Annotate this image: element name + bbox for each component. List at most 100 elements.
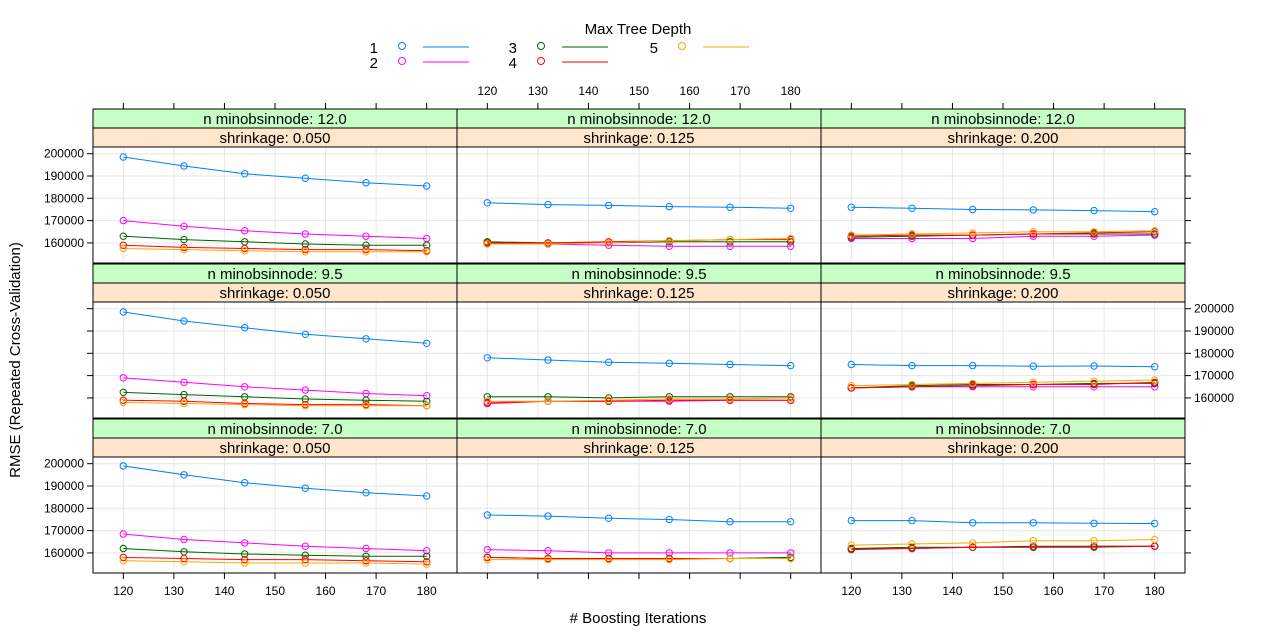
y-tick-label: 200000 [44,147,84,161]
series-line [851,230,1155,236]
series-line [487,396,791,399]
data-point [301,248,310,256]
x-tick-label: 130 [164,584,184,598]
data-point [969,382,977,390]
data-point [1151,230,1159,238]
data-point [665,555,674,564]
y-tick-label: 160000 [1194,391,1234,405]
data-point [483,545,491,554]
data-point [423,402,431,410]
legend-label: 1 [370,40,378,57]
data-point [180,162,188,170]
data-point [1029,383,1038,391]
legend-label: 4 [509,55,517,72]
legend-entry: 3 [509,40,608,57]
data-point [787,517,795,526]
data-point [665,515,674,524]
series-line [851,545,1155,551]
data-point [847,203,855,211]
series-line [487,357,791,367]
legend-marker [398,57,406,65]
legend-label: 2 [370,55,378,72]
series-line [123,465,427,497]
series-line [851,206,1155,213]
data-point [787,554,795,563]
data-point [969,519,977,527]
data-point [301,559,310,567]
data-point [605,239,613,247]
series-line [851,379,1155,387]
series-line [487,397,791,402]
strip-label-shrinkage: shrinkage: 0.200 [948,440,1059,457]
strip-label-minobsinnode: n minobsinnode: 7.0 [571,421,706,438]
series-line [123,311,427,344]
data-point [847,382,855,390]
data-point [119,241,127,249]
data-point [726,393,734,401]
data-point [1029,537,1038,545]
series-line [123,548,427,557]
plot-area [456,301,822,419]
data-point [362,559,370,567]
x-tick-label: 150 [993,584,1013,598]
data-point [301,230,310,238]
data-point [544,200,552,209]
strip-label-minobsinnode: n minobsinnode: 9.5 [207,266,342,283]
data-point [483,199,491,207]
data-point [787,238,795,246]
data-point [241,479,249,487]
data-point [180,222,188,230]
data-point [787,549,795,557]
y-tick-label: 160000 [44,546,84,560]
data-point [544,555,552,564]
data-point [362,489,370,497]
plot-area [456,456,822,574]
data-point [423,182,431,190]
data-point [119,153,127,161]
panels: n minobsinnode: 12.0 shrinkage: 0.050 n mi… [92,108,1186,574]
data-point [1151,207,1159,216]
data-point [180,471,188,479]
strip-label-shrinkage: shrinkage: 0.125 [584,440,695,457]
legend-marker [537,57,545,65]
data-point [301,555,310,564]
data-point [362,402,370,410]
data-point [665,242,674,251]
data-point [969,539,977,547]
data-point [241,170,249,178]
data-point [665,395,674,403]
data-point [847,545,855,554]
data-point [119,553,127,562]
strip-label-shrinkage: shrinkage: 0.050 [220,440,331,457]
y-axis-label: RMSE (Repeated Cross-Validation) [7,242,24,478]
x-tick-label: 180 [417,584,437,598]
data-point [605,201,613,210]
data-point [362,232,370,240]
data-point [969,229,977,237]
data-point [180,243,188,252]
series-line [123,391,427,402]
x-tick-label: 150 [265,584,285,598]
data-point [787,361,795,370]
series-line [851,231,1155,237]
data-point [483,511,491,519]
data-point [605,394,613,402]
data-point [301,174,310,182]
data-point [1151,519,1159,528]
data-point [847,231,855,239]
data-point [119,244,127,253]
x-tick-label: 180 [1145,584,1165,598]
data-point [241,559,249,567]
legend-entry: 1 [370,40,469,57]
data-point [180,245,188,254]
data-point [423,547,431,555]
series-line [851,382,1155,389]
strip-label-minobsinnode: n minobsinnode: 12.0 [203,111,346,128]
data-point [241,247,249,255]
strip-label-shrinkage: shrinkage: 0.200 [948,130,1059,147]
strip-label-minobsinnode: n minobsinnode: 12.0 [567,111,710,128]
data-point [1029,378,1038,387]
data-point [1029,206,1038,214]
data-point [362,396,370,404]
data-point [726,554,734,563]
